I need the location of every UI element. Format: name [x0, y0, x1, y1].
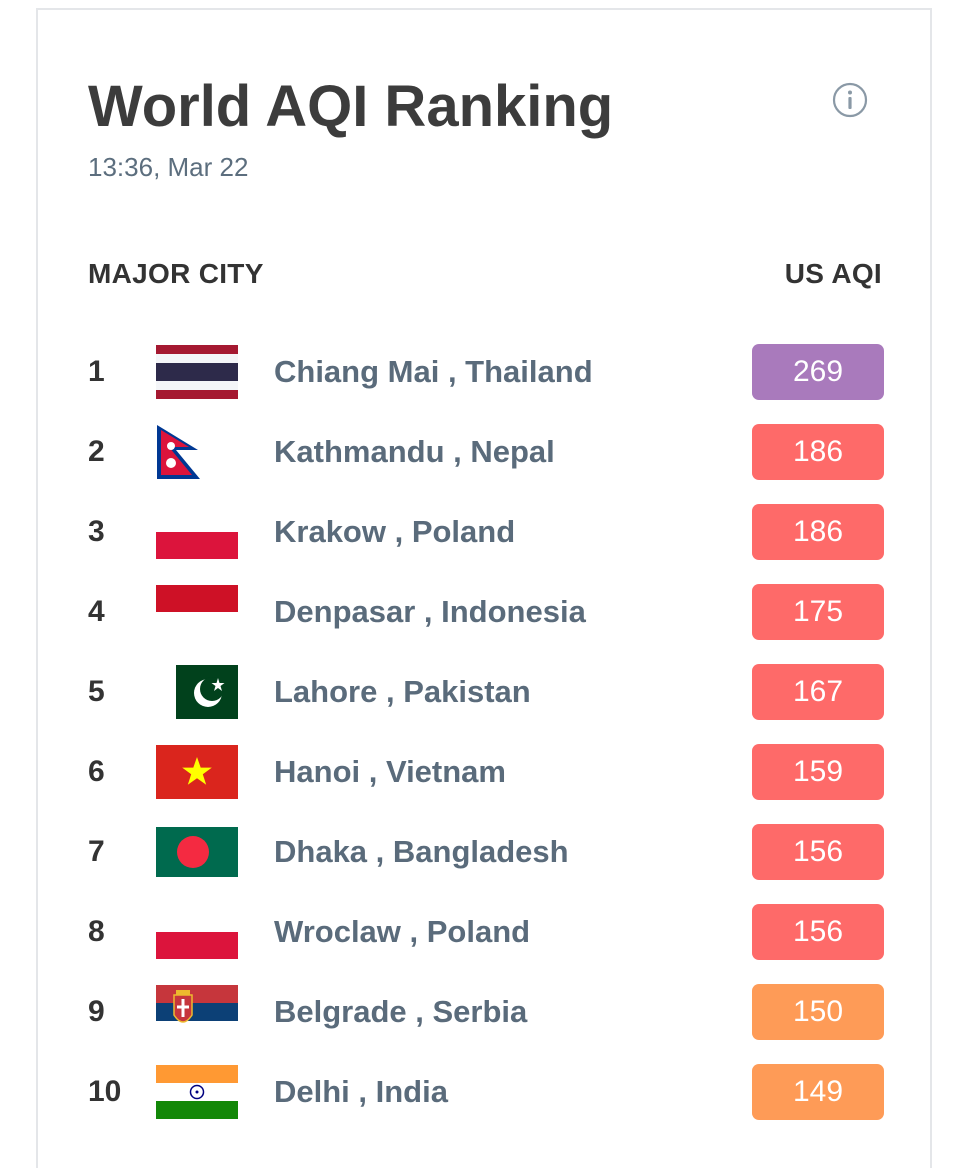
city-name[interactable]: Denpasar , Indonesia	[274, 594, 586, 629]
rank-number: 3	[88, 515, 105, 548]
page-title: World AQI Ranking	[88, 74, 614, 139]
indonesia-flag-icon	[156, 584, 238, 640]
rank-number: 4	[88, 595, 105, 628]
city-name[interactable]: Delhi , India	[274, 1074, 448, 1109]
rank-number: 10	[88, 1075, 122, 1108]
updated-timestamp: 13:36, Mar 22	[88, 152, 249, 182]
city-name[interactable]: Kathmandu , Nepal	[274, 434, 555, 469]
rank-number: 1	[88, 355, 105, 388]
column-header-city: MAJOR CITY	[88, 258, 264, 289]
ranking-row[interactable]: 9 Belgrade , Serbia 150	[38, 984, 930, 1064]
aqi-badge: 156	[752, 824, 884, 880]
pakistan-flag-icon	[176, 664, 238, 720]
aqi-badge: 150	[752, 984, 884, 1040]
aqi-badge: 156	[752, 904, 884, 960]
aqi-badge: 186	[752, 504, 884, 560]
aqi-badge: 269	[752, 344, 884, 400]
aqi-ranking-card: World AQI Ranking 13:36, Mar 22 MAJOR CI…	[36, 8, 932, 1168]
city-name[interactable]: Hanoi , Vietnam	[274, 754, 506, 789]
city-name[interactable]: Lahore , Pakistan	[274, 674, 531, 709]
ranking-row[interactable]: 3 Krakow , Poland 186	[38, 504, 930, 584]
ranking-row[interactable]: 2 Kathmandu , Nepal 186	[38, 424, 930, 504]
vietnam-flag-icon	[156, 744, 238, 800]
aqi-badge: 159	[752, 744, 884, 800]
ranking-row[interactable]: 10 Delhi , India 149	[38, 1064, 930, 1144]
column-header-aqi: US AQI	[784, 258, 882, 289]
city-name[interactable]: Wroclaw , Poland	[274, 914, 531, 949]
bangladesh-flag-icon	[156, 824, 238, 880]
info-icon[interactable]	[832, 82, 868, 118]
ranking-row[interactable]: 8 Wroclaw , Poland 156	[38, 904, 930, 984]
rank-number: 8	[88, 915, 105, 948]
rank-number: 6	[88, 755, 105, 788]
city-name[interactable]: Krakow , Poland	[274, 514, 516, 549]
city-name[interactable]: Dhaka , Bangladesh	[274, 834, 569, 869]
aqi-badge: 167	[752, 664, 884, 720]
aqi-badge: 175	[752, 584, 884, 640]
thailand-flag-icon	[156, 344, 238, 400]
rank-number: 2	[88, 435, 105, 468]
ranking-row[interactable]: 6 Hanoi , Vietnam 159	[38, 744, 930, 824]
poland-flag-icon	[156, 504, 238, 560]
city-name[interactable]: Chiang Mai , Thailand	[274, 354, 593, 389]
serbia-flag-icon	[156, 984, 238, 1040]
ranking-row[interactable]: 1 Chiang Mai , Thailand 269	[38, 344, 930, 424]
nepal-flag-icon	[156, 424, 238, 480]
ranking-row[interactable]: 5 Lahore , Pakistan 167	[38, 664, 930, 744]
city-name[interactable]: Belgrade , Serbia	[274, 994, 528, 1029]
poland-flag-icon	[156, 904, 238, 960]
ranking-row[interactable]: 7 Dhaka , Bangladesh 156	[38, 824, 930, 904]
aqi-badge: 149	[752, 1064, 884, 1120]
rank-number: 7	[88, 835, 105, 868]
india-flag-icon	[156, 1064, 238, 1120]
rank-number: 5	[88, 675, 105, 708]
aqi-badge: 186	[752, 424, 884, 480]
ranking-row[interactable]: 4 Denpasar , Indonesia 175	[38, 584, 930, 664]
rank-number: 9	[88, 995, 105, 1028]
